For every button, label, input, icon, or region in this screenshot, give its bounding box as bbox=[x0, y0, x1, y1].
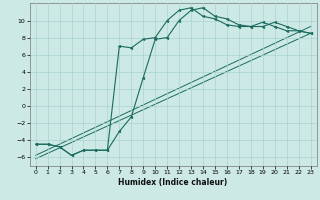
X-axis label: Humidex (Indice chaleur): Humidex (Indice chaleur) bbox=[118, 178, 228, 187]
